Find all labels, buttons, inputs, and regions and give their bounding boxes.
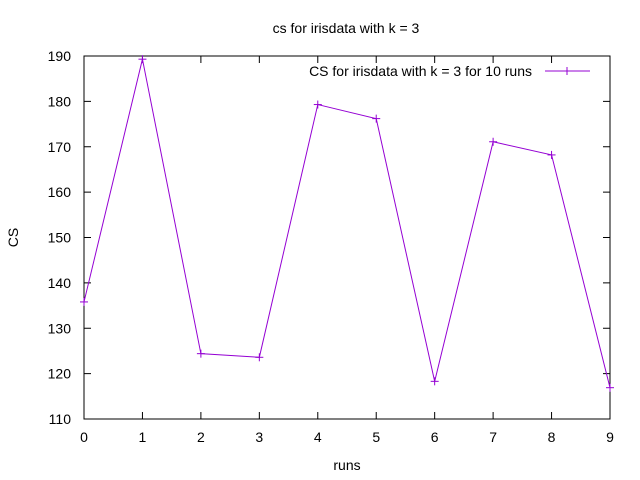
series-layer xyxy=(80,55,614,392)
y-tick-label: 180 xyxy=(48,93,72,109)
tick-labels: 0 1 2 3 4 5 6 7 8 9 110 120 130 140 150 160 170 180 190 xyxy=(48,48,614,445)
data-point xyxy=(196,349,205,358)
x-tick-label: 2 xyxy=(197,429,205,445)
y-tick-label: 120 xyxy=(48,366,72,382)
legend-label: CS for irisdata with k = 3 for 10 runs xyxy=(309,63,532,79)
data-point xyxy=(489,137,498,146)
x-tick-label: 7 xyxy=(489,429,497,445)
y-tick-label: 140 xyxy=(48,275,72,291)
x-tick-label: 3 xyxy=(255,429,263,445)
x-axis-label: runs xyxy=(333,457,360,473)
x-tick-label: 5 xyxy=(372,429,380,445)
data-point xyxy=(80,297,88,306)
data-point xyxy=(372,114,381,123)
axis-ticks xyxy=(83,55,611,420)
data-point xyxy=(430,377,439,386)
y-tick-label: 150 xyxy=(48,230,72,246)
y-axis-label: CS xyxy=(5,228,21,247)
x-tick-label: 0 xyxy=(80,429,88,445)
data-point xyxy=(547,150,556,159)
data-point xyxy=(138,55,147,64)
data-point xyxy=(313,100,322,109)
legend-marker xyxy=(563,67,571,75)
x-tick-label: 8 xyxy=(548,429,556,445)
data-point xyxy=(606,383,614,392)
x-tick-label: 9 xyxy=(606,429,614,445)
chart-title: cs for irisdata with k = 3 xyxy=(273,20,420,36)
data-point xyxy=(255,353,264,362)
x-tick-label: 1 xyxy=(139,429,147,445)
plot-frame xyxy=(83,55,611,420)
y-tick-label: 130 xyxy=(48,320,72,336)
y-tick-label: 160 xyxy=(48,184,72,200)
y-tick-label: 170 xyxy=(48,139,72,155)
y-tick-label: 110 xyxy=(49,411,72,427)
legend: CS for irisdata with k = 3 for 10 runs xyxy=(309,63,590,79)
x-tick-label: 4 xyxy=(314,429,322,445)
x-tick-label: 6 xyxy=(431,429,439,445)
series-line xyxy=(83,59,611,388)
y-tick-label: 190 xyxy=(48,48,72,64)
